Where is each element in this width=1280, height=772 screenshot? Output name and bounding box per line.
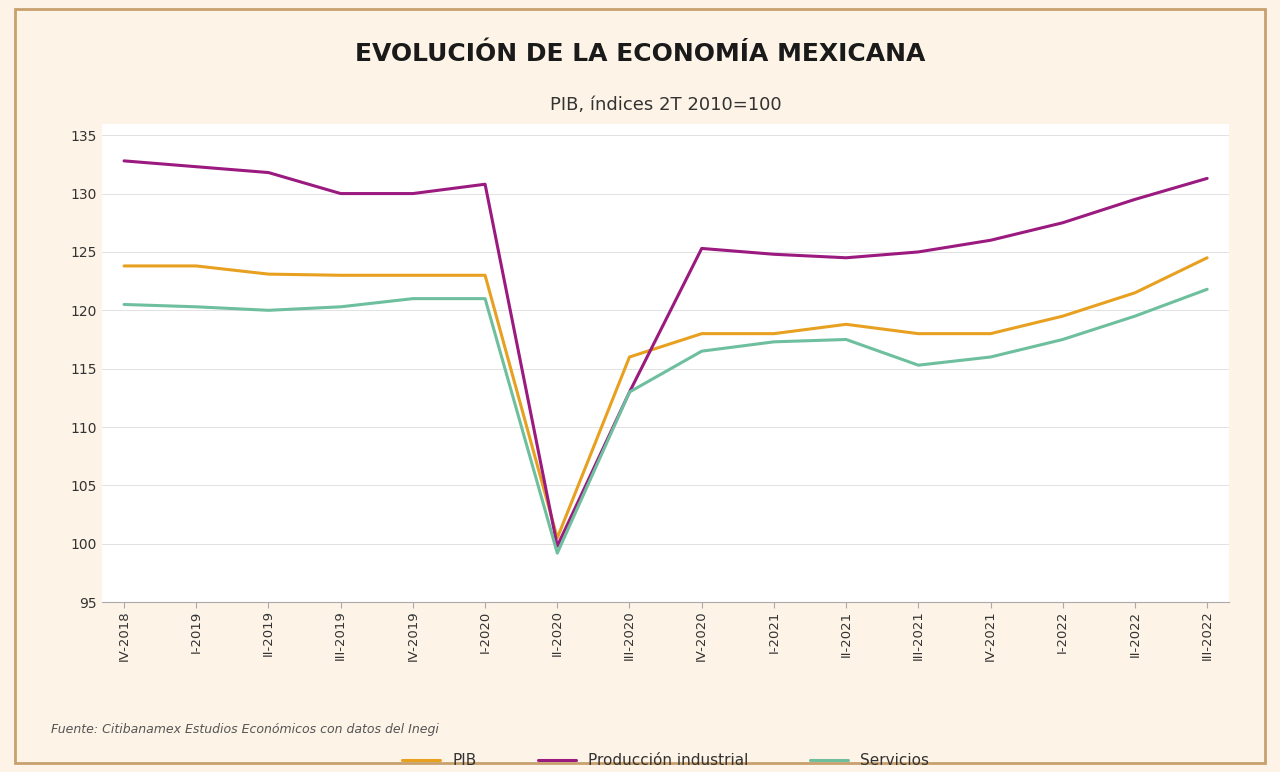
Servicios [767, 337, 782, 347]
PIB [910, 329, 925, 338]
Producción industrial [1128, 195, 1143, 204]
PIB [477, 271, 493, 280]
PIB [116, 261, 132, 270]
Producción industrial [694, 244, 709, 253]
Servicios [333, 302, 348, 311]
Producción industrial [767, 249, 782, 259]
PIB [983, 329, 998, 338]
Producción industrial [622, 388, 637, 397]
Line: Producción industrial: Producción industrial [124, 161, 1207, 546]
Servicios [1128, 312, 1143, 321]
PIB [694, 329, 709, 338]
Producción industrial [406, 189, 421, 198]
PIB [549, 533, 564, 543]
PIB [767, 329, 782, 338]
Servicios [116, 300, 132, 309]
Text: EVOLUCIÓN DE LA ECONOMÍA MEXICANA: EVOLUCIÓN DE LA ECONOMÍA MEXICANA [355, 42, 925, 66]
PIB [1128, 288, 1143, 297]
Producción industrial [261, 168, 276, 178]
PIB [333, 271, 348, 280]
Producción industrial [333, 189, 348, 198]
PIB [622, 352, 637, 361]
PIB [1055, 312, 1070, 321]
Servicios [261, 306, 276, 315]
Producción industrial [116, 156, 132, 165]
Producción industrial [188, 162, 204, 171]
Servicios [983, 352, 998, 361]
Producción industrial [549, 541, 564, 550]
Servicios [622, 388, 637, 397]
Producción industrial [1199, 174, 1215, 183]
Producción industrial [910, 247, 925, 256]
Producción industrial [983, 235, 998, 245]
Servicios [477, 294, 493, 303]
Servicios [838, 335, 854, 344]
Producción industrial [1055, 218, 1070, 228]
Servicios [1199, 285, 1215, 294]
Servicios [549, 548, 564, 557]
PIB [188, 261, 204, 270]
Text: Fuente: Citibanamex Estudios Económicos con datos del Inegi: Fuente: Citibanamex Estudios Económicos … [51, 723, 439, 736]
Legend: PIB, Producción industrial, Servicios: PIB, Producción industrial, Servicios [402, 753, 929, 768]
Producción industrial [838, 253, 854, 262]
Title: PIB, índices 2T 2010=100: PIB, índices 2T 2010=100 [550, 96, 781, 113]
Servicios [1055, 335, 1070, 344]
Producción industrial [477, 180, 493, 189]
Line: PIB: PIB [124, 258, 1207, 538]
PIB [261, 269, 276, 279]
Servicios [406, 294, 421, 303]
Servicios [694, 347, 709, 356]
PIB [838, 320, 854, 329]
PIB [1199, 253, 1215, 262]
Servicios [188, 302, 204, 311]
Servicios [910, 361, 925, 370]
Line: Servicios: Servicios [124, 290, 1207, 553]
PIB [406, 271, 421, 280]
